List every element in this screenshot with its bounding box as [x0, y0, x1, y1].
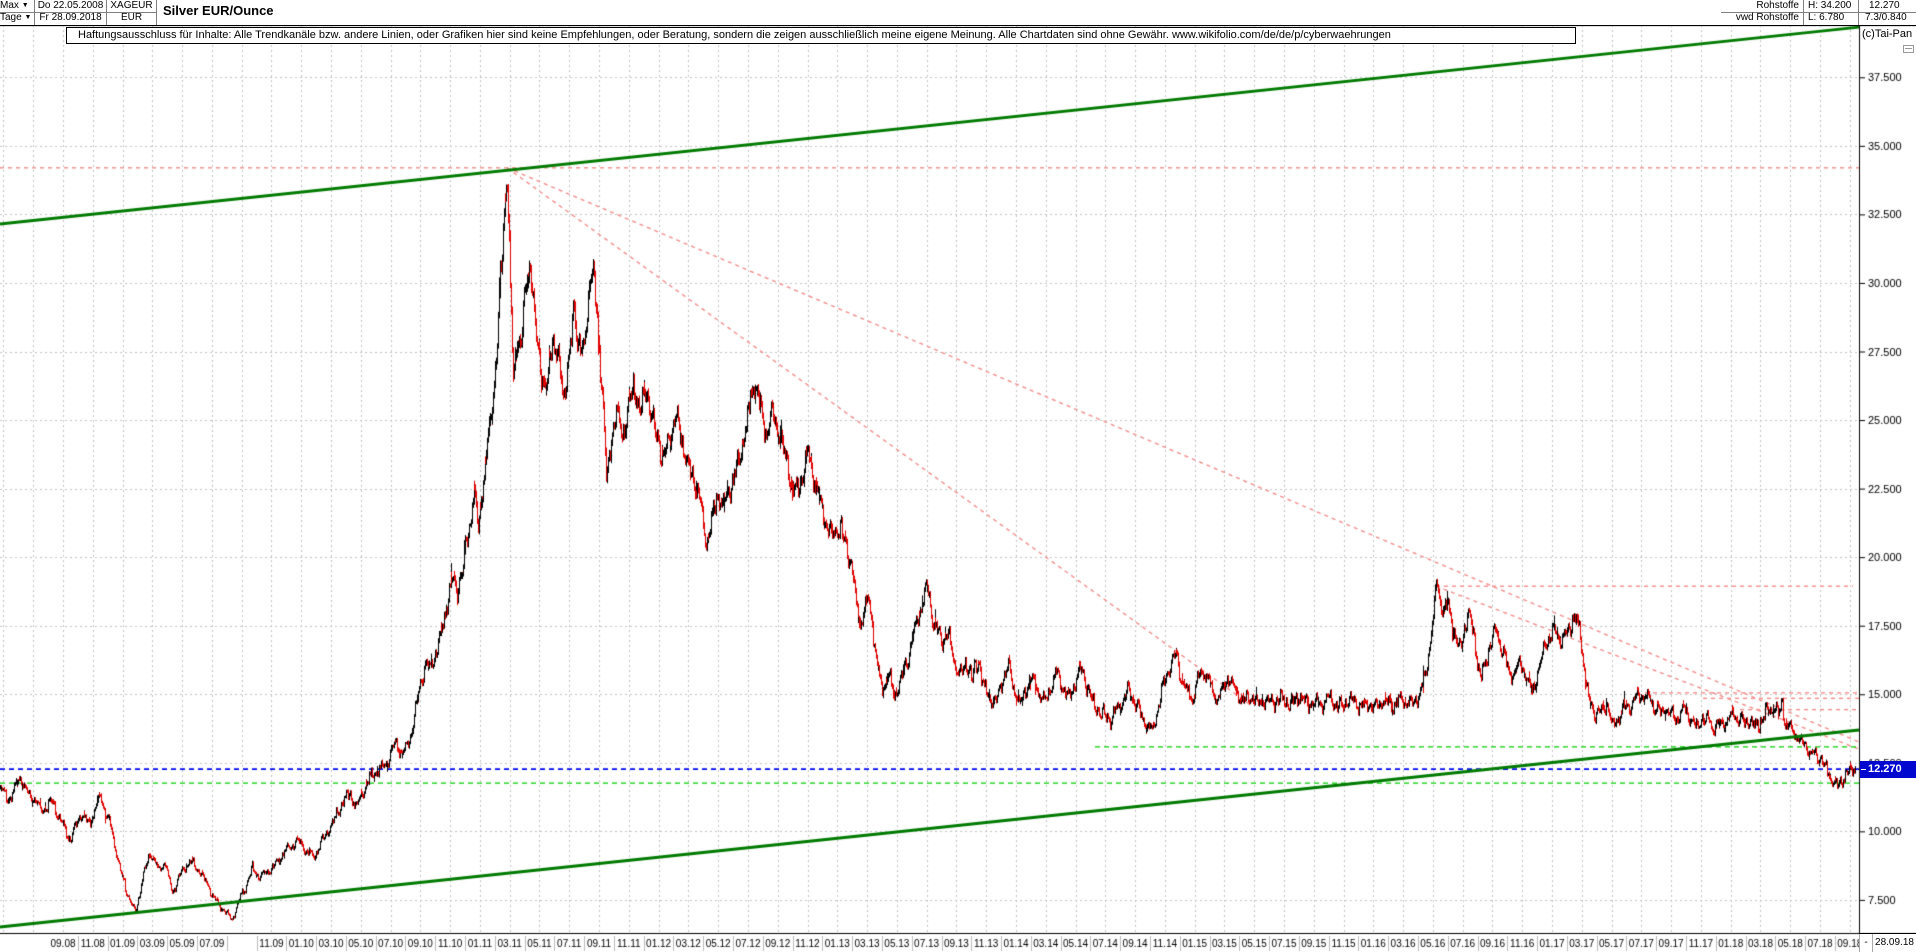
- footer-last-date: 28.09.18: [1875, 937, 1914, 948]
- disclaimer-box: Haftungsausschluss für Inhalte: Alle Tre…: [66, 27, 1576, 44]
- footer-dash: -: [1859, 934, 1873, 952]
- last-price: 12.270: [1859, 0, 1916, 13]
- interval-dropdown[interactable]: Tage ▼: [0, 12, 32, 23]
- currency: EUR: [120, 12, 143, 23]
- period-selectors: Max ▼ Tage ▼: [0, 0, 35, 25]
- range-dropdown[interactable]: Max ▼: [0, 0, 34, 13]
- date-range: Do 22.05.2008 Fr 28.09.2018: [35, 0, 107, 25]
- current-price-badge: 12.270: [1860, 761, 1916, 778]
- date-to: Fr 28.09.2018: [39, 12, 102, 23]
- symbol: XAGEUR: [107, 0, 156, 13]
- chart-header: Max ▼ Tage ▼ Do 22.05.2008 Fr 28.09.2018…: [0, 0, 1916, 26]
- data-source-cell: Rohstoffe vwd Rohstoffe: [1721, 0, 1804, 25]
- period-high: H: 34.200: [1804, 0, 1858, 13]
- high-low-cell: H: 34.200 L: 6.780: [1804, 0, 1859, 25]
- collapse-icon[interactable]: [1903, 45, 1914, 53]
- price-change: 7.3/0.840: [1865, 12, 1907, 23]
- chevron-down-icon: ▼: [21, 2, 29, 9]
- chevron-down-icon: ▼: [24, 14, 32, 21]
- date-from: Do 22.05.2008: [35, 0, 106, 13]
- period-low: L: 6.780: [1808, 12, 1845, 23]
- page-title: Silver EUR/Ounce: [163, 3, 274, 18]
- source-category: Rohstoffe: [1721, 0, 1803, 13]
- symbol-cell: XAGEUR EUR: [107, 0, 157, 25]
- copyright-label: (c)Tai-Pan: [1862, 28, 1913, 40]
- last-quote-cell: 12.270 7.3/0.840: [1859, 0, 1916, 25]
- source-provider: vwd Rohstoffe: [1735, 12, 1799, 23]
- footer-right-cells: - 28.09.18: [1859, 933, 1916, 952]
